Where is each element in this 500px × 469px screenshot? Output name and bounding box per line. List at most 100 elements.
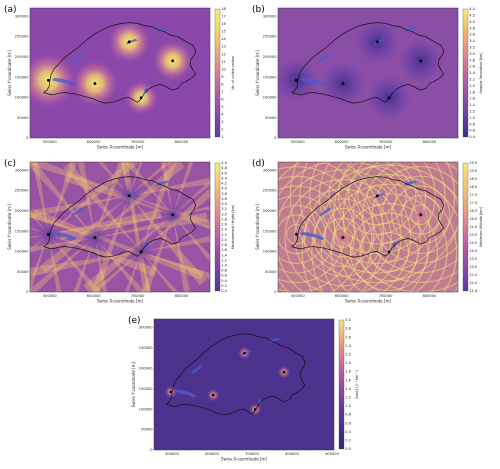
colorbar-tick-label: 3.4 bbox=[469, 39, 475, 43]
lake bbox=[268, 337, 281, 344]
y-axis-label: Swiss Y-coordinate [m] bbox=[131, 361, 136, 407]
panel-label: (a) bbox=[4, 5, 17, 15]
country-border bbox=[166, 333, 306, 416]
radar-site bbox=[387, 250, 391, 254]
country-border bbox=[43, 176, 196, 258]
colorbar-tick-label: 2.2 bbox=[469, 78, 475, 82]
radar-site bbox=[282, 370, 286, 374]
colorbar bbox=[338, 319, 345, 450]
y-tick-label: 50000 bbox=[265, 116, 277, 120]
y-tick-label: 150000 bbox=[139, 387, 153, 391]
colorbar-tick-label: 1.4 bbox=[221, 253, 227, 257]
colorbar-tick-label: 4.8 bbox=[221, 166, 227, 170]
y-tick-label: 100000 bbox=[263, 250, 277, 254]
panel-label: (b) bbox=[252, 5, 265, 15]
y-tick-label: 200000 bbox=[263, 55, 277, 59]
colorbar-tick-label: 3.2 bbox=[469, 46, 475, 50]
colorbar-tick-label: 2.0 bbox=[345, 361, 351, 365]
colorbar-tick-label: 1.0 bbox=[221, 264, 227, 268]
x-tick-label: 600000 bbox=[335, 140, 349, 144]
colorbar-tick-label: 15.5 bbox=[469, 225, 477, 229]
colorbar-tick-label: 4.2 bbox=[221, 182, 227, 186]
colorbar-tick-label: 9 bbox=[221, 75, 224, 79]
plot-frame bbox=[29, 161, 211, 293]
panel-b: 500000 600000 700000 800000 0 50000 100000 1500… bbox=[250, 2, 496, 154]
radar-site bbox=[375, 40, 379, 44]
colorbar-tick-label: 1.0 bbox=[345, 404, 351, 408]
y-tick-label: 250000 bbox=[15, 189, 29, 193]
panel-label: (d) bbox=[252, 159, 265, 169]
colorbar-tick-label: 12.0 bbox=[469, 281, 478, 285]
radar-site bbox=[211, 393, 215, 397]
colorbar-tick-label: 2.6 bbox=[345, 335, 351, 339]
y-axis-label: Swiss Y-coordinate [m] bbox=[7, 204, 12, 250]
colorbar-tick-label: 3.6 bbox=[469, 33, 475, 37]
colorbar-tick-label: 0.2 bbox=[345, 439, 351, 443]
y-tick-label: 300000 bbox=[139, 325, 153, 329]
radar-site bbox=[139, 96, 143, 100]
colorbar-tick-label: 0.6 bbox=[469, 129, 475, 133]
colorbar-tick-label: 3.6 bbox=[221, 197, 227, 201]
colorbar-tick-label: 4.0 bbox=[221, 187, 227, 191]
y-tick-label: 150000 bbox=[263, 75, 277, 79]
colorbar-tick-label: 2 bbox=[221, 128, 223, 132]
x-tick-label: 500000 bbox=[291, 294, 305, 298]
colorbar-label: Maximum Altitude [km] bbox=[479, 206, 483, 247]
colorbar-tick-label: 1.8 bbox=[221, 243, 227, 247]
colorbar-tick-label: 1.6 bbox=[469, 97, 475, 101]
colorbar-tick-label: 5.0 bbox=[221, 161, 227, 165]
y-tick-label: 0 bbox=[150, 448, 153, 452]
colorbar-tick-label: 3.8 bbox=[221, 192, 227, 196]
colorbar-tick-label: 2.4 bbox=[345, 344, 351, 348]
colorbar-tick-label: 1.6 bbox=[221, 248, 227, 252]
colorbar-label: Angular Resolution [km] bbox=[479, 52, 483, 94]
colorbar bbox=[214, 8, 221, 138]
y-tick-label: 50000 bbox=[17, 270, 29, 274]
colorbar-label: Measurement Height [km] bbox=[231, 204, 235, 249]
y-axis-label: Swiss Y-coordinate [m] bbox=[255, 50, 260, 96]
y-tick-label: 250000 bbox=[15, 35, 29, 39]
x-tick-label: 700000 bbox=[245, 452, 259, 456]
colorbar bbox=[462, 8, 469, 138]
y-tick-label: 100000 bbox=[15, 96, 29, 100]
y-tick-label: 150000 bbox=[15, 229, 29, 233]
y-tick-label: 200000 bbox=[263, 209, 277, 213]
radar-site bbox=[47, 78, 50, 82]
x-tick-label: 800000 bbox=[175, 294, 189, 298]
colorbar-tick-label: 1.2 bbox=[345, 396, 351, 400]
radar-site bbox=[171, 213, 175, 217]
colorbar-tick-label: 2.0 bbox=[469, 84, 475, 88]
radar-site bbox=[295, 78, 298, 82]
y-axis-label: Swiss Y-coordinate [m] bbox=[7, 50, 12, 96]
colorbar-tick-label: 3.8 bbox=[469, 26, 475, 30]
lake bbox=[70, 53, 84, 63]
lake bbox=[155, 180, 170, 187]
panel-d: 500000 600000 700000 800000 0 50000 100000 1500… bbox=[250, 156, 496, 308]
colorbar bbox=[462, 162, 469, 292]
radar-site bbox=[253, 408, 257, 411]
colorbar-tick-label: 11.6 bbox=[469, 289, 478, 293]
y-tick-label: 100000 bbox=[139, 407, 153, 411]
colorbar-tick-label: 2.8 bbox=[469, 58, 475, 62]
lake bbox=[403, 180, 418, 187]
chart-svg: 500000 600000 700000 800000 0 50000 100000 1500… bbox=[4, 5, 235, 150]
colorbar-tick-label: 5 bbox=[221, 105, 223, 109]
lake bbox=[52, 77, 77, 86]
colorbar-tick-label: 2.2 bbox=[345, 353, 351, 357]
colorbar-tick-label: 6 bbox=[221, 97, 224, 101]
colorbar-tick-label: 2.0 bbox=[221, 238, 227, 242]
panel-label: (c) bbox=[4, 159, 16, 169]
colorbar-tick-label: 18 bbox=[221, 7, 226, 11]
colorbar-tick-label: 3.0 bbox=[221, 212, 227, 216]
colorbar-label: Area [10⁻³ km⁻²] bbox=[355, 370, 359, 399]
y-tick-label: 250000 bbox=[263, 189, 277, 193]
colorbar-tick-label: 17 bbox=[221, 15, 226, 19]
colorbar-tick-label: 0.0 bbox=[221, 289, 227, 293]
chart-svg: 500000 600000 700000 800000 0 50000 100000 1500… bbox=[252, 5, 483, 150]
colorbar-tick-label: 1 bbox=[221, 135, 223, 139]
colorbar-tick-label: 0.8 bbox=[221, 269, 227, 273]
lake bbox=[174, 389, 197, 398]
colorbar-tick-label: 15.0 bbox=[469, 233, 478, 237]
lake bbox=[143, 241, 149, 248]
lake bbox=[300, 231, 325, 240]
